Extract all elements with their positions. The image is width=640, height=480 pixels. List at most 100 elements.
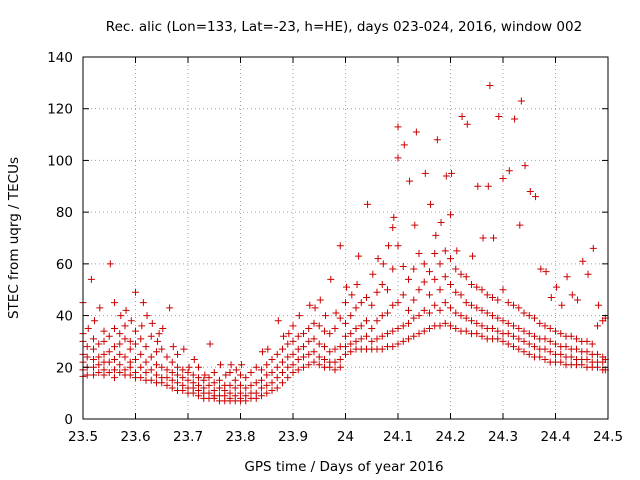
data-point xyxy=(153,371,160,379)
data-point xyxy=(510,343,517,351)
data-point xyxy=(284,340,292,348)
data-point xyxy=(405,335,412,343)
data-point xyxy=(441,247,449,255)
data-point xyxy=(573,335,580,343)
data-point xyxy=(310,348,318,356)
data-point xyxy=(90,363,97,371)
data-point xyxy=(442,172,450,180)
data-point xyxy=(478,286,486,294)
data-point xyxy=(289,337,297,345)
data-point xyxy=(394,123,402,131)
data-point xyxy=(584,270,592,278)
data-point xyxy=(336,242,344,250)
data-point xyxy=(163,366,171,374)
x-tick-label: 23.8 xyxy=(225,429,255,445)
data-point xyxy=(568,291,576,299)
data-point xyxy=(331,358,339,366)
data-point xyxy=(210,387,218,395)
data-point xyxy=(210,379,218,387)
data-point xyxy=(106,260,114,268)
data-point xyxy=(410,265,418,273)
data-point xyxy=(342,299,349,307)
x-tick-label: 23.5 xyxy=(68,429,98,445)
data-point xyxy=(374,255,382,263)
data-point xyxy=(558,301,566,309)
data-point xyxy=(126,371,134,379)
data-point xyxy=(105,348,113,356)
data-point xyxy=(111,343,118,351)
data-point xyxy=(148,319,156,327)
data-point xyxy=(552,340,559,348)
data-point xyxy=(294,356,302,364)
data-point xyxy=(158,363,166,371)
data-point xyxy=(147,366,155,374)
data-point xyxy=(594,350,601,358)
data-point xyxy=(315,353,323,361)
data-point xyxy=(331,325,339,332)
data-point xyxy=(305,350,313,358)
data-point xyxy=(432,231,440,239)
data-point xyxy=(238,361,246,369)
data-point xyxy=(242,374,250,382)
data-point xyxy=(420,260,428,268)
data-point xyxy=(342,343,349,351)
data-point xyxy=(147,332,155,340)
data-point xyxy=(473,319,481,327)
data-point xyxy=(489,312,496,320)
data-point xyxy=(174,371,181,379)
data-point xyxy=(116,368,124,376)
data-point xyxy=(378,281,386,289)
axes xyxy=(82,56,609,420)
data-point xyxy=(322,312,330,320)
data-point xyxy=(285,330,293,338)
data-point xyxy=(252,379,260,387)
data-point xyxy=(231,376,239,384)
data-point xyxy=(452,309,460,317)
data-point xyxy=(406,177,414,185)
data-point xyxy=(154,337,162,345)
data-point xyxy=(504,319,512,327)
data-point xyxy=(332,309,340,317)
data-point xyxy=(111,356,118,364)
data-point xyxy=(520,337,528,345)
data-point xyxy=(273,363,281,371)
data-point xyxy=(268,368,276,376)
data-point xyxy=(583,356,591,364)
data-point xyxy=(567,332,575,340)
data-point xyxy=(268,387,276,395)
data-point xyxy=(574,296,582,304)
data-point xyxy=(247,381,255,389)
data-point xyxy=(452,325,460,332)
data-point xyxy=(294,345,302,353)
data-point xyxy=(364,200,372,208)
data-point xyxy=(510,332,517,340)
data-point xyxy=(242,392,250,400)
data-point xyxy=(321,356,328,364)
data-point xyxy=(473,304,481,312)
chart-title: Rec. alic (Lon=133, Lat=-23, h=HE), days… xyxy=(106,19,582,35)
data-point xyxy=(588,340,596,348)
data-point xyxy=(205,389,213,397)
data-point xyxy=(180,345,188,353)
data-point xyxy=(478,322,486,330)
data-point xyxy=(90,371,97,379)
data-point xyxy=(342,319,349,327)
data-point xyxy=(369,270,377,278)
data-point xyxy=(116,330,124,338)
data-point xyxy=(206,340,214,348)
data-point xyxy=(504,330,512,338)
data-point xyxy=(542,268,550,276)
data-point xyxy=(378,332,386,340)
data-point xyxy=(326,330,334,338)
data-point xyxy=(142,358,150,366)
data-point xyxy=(448,169,456,177)
data-point xyxy=(420,278,428,286)
data-point xyxy=(499,175,507,183)
data-point xyxy=(583,337,591,345)
data-point xyxy=(433,136,441,144)
data-point xyxy=(121,322,129,330)
data-point xyxy=(163,374,171,382)
data-point xyxy=(139,299,147,307)
